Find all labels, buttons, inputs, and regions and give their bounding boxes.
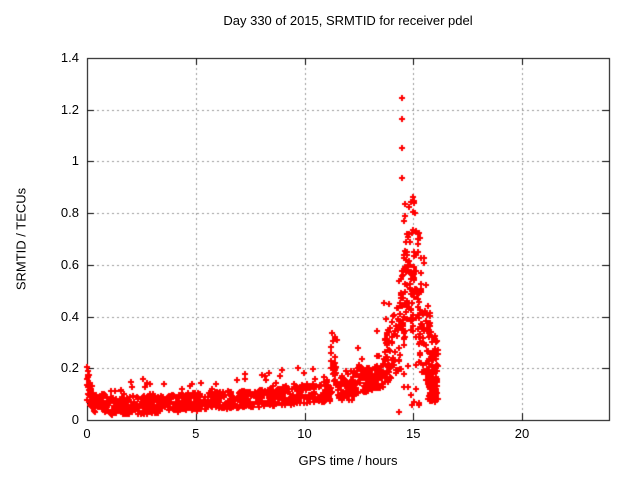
x-tick-label: 15 [406,426,421,441]
y-tick-label: 1 [71,153,79,169]
y-tick-label: 0.4 [60,308,79,324]
y-tick-label: 0.6 [60,256,79,272]
x-tick-label: 10 [297,426,312,441]
y-tick-label: 0.8 [60,205,79,221]
x-axis-title: GPS time / hours [298,453,398,468]
y-axis-title: SRMTID / TECUs [13,187,29,291]
y-tick-label: 1.4 [60,50,79,65]
x-tick-label: 20 [514,426,530,441]
y-tick-label: 0 [71,412,79,427]
y-tick-label: 1.2 [60,101,79,117]
x-tick-label: 0 [83,426,91,441]
chart-title: Day 330 of 2015, SRMTID for receiver pde… [223,13,473,28]
x-tick-label: 5 [192,426,200,441]
y-tick-label: 0.2 [60,360,79,376]
